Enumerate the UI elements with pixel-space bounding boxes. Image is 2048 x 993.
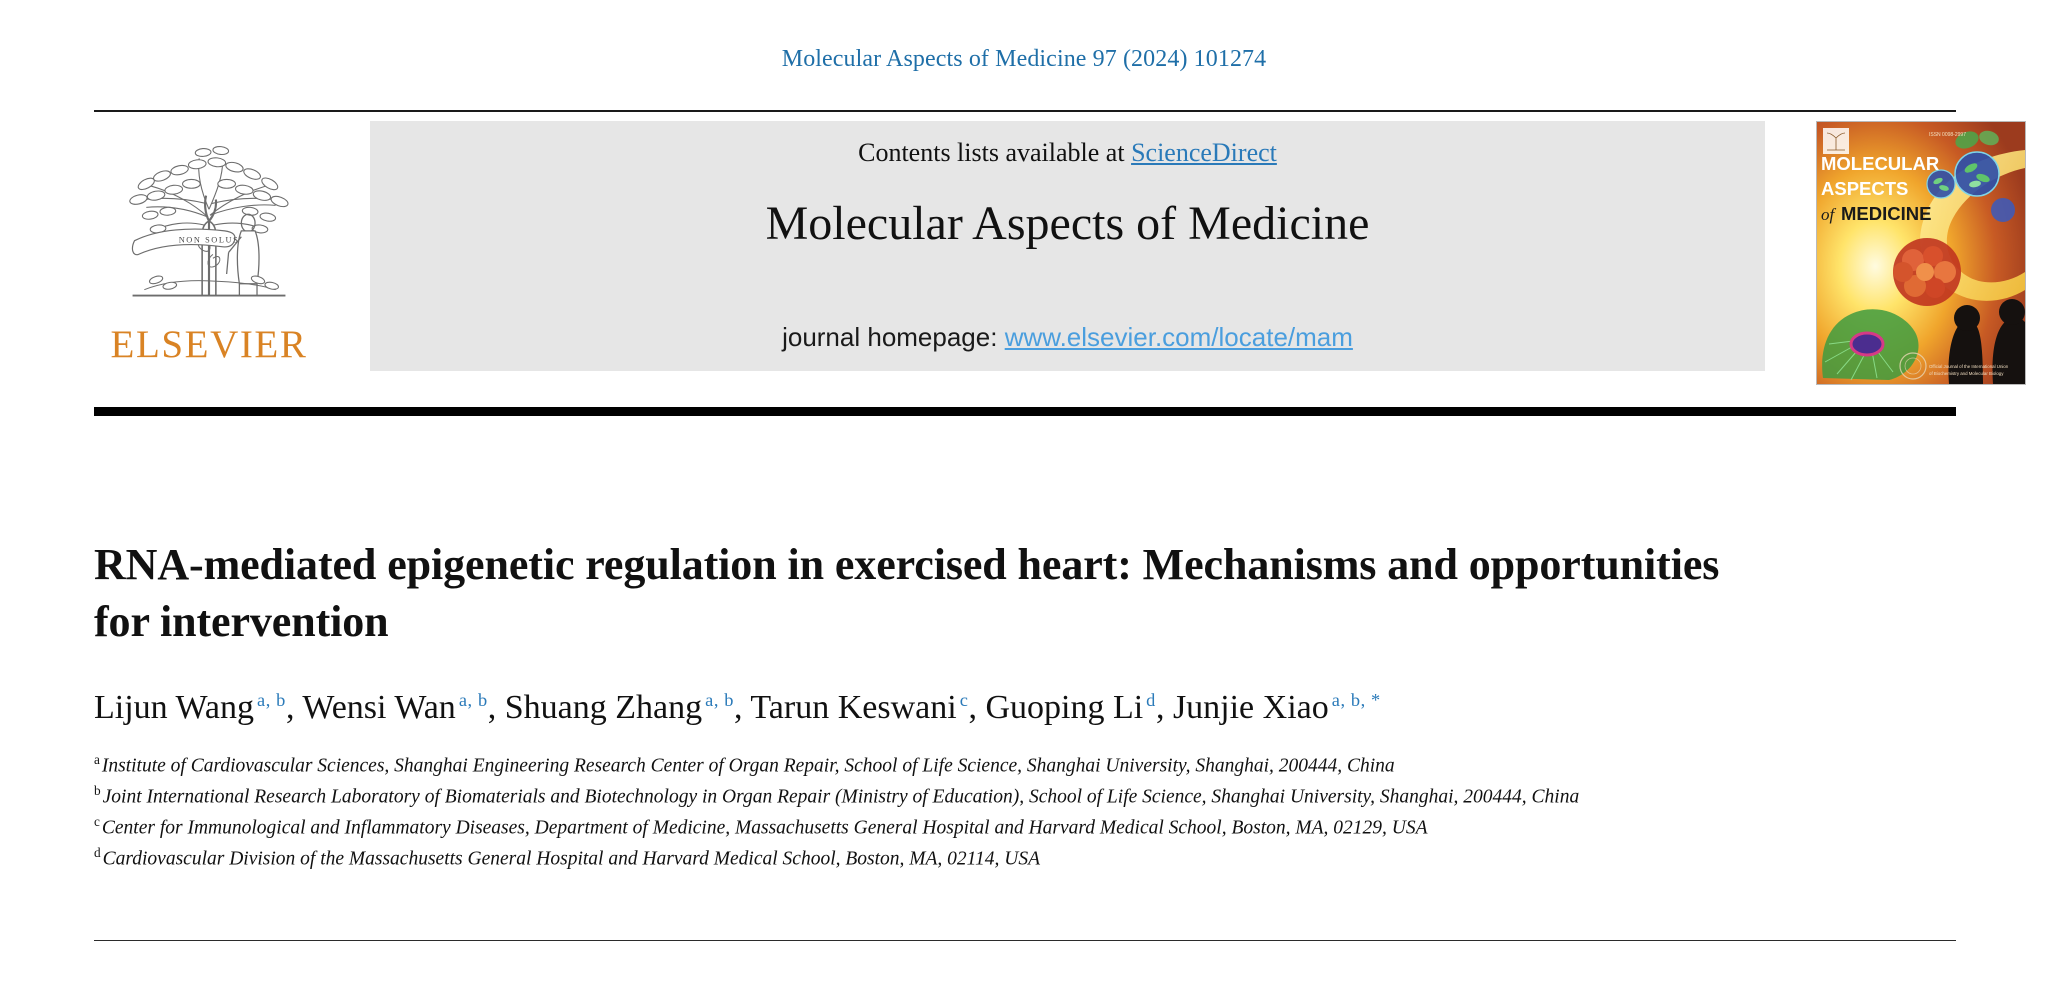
affiliation-item: c Center for Immunological and Inflammato… — [94, 812, 1744, 843]
author-separator: , — [1155, 689, 1173, 727]
article-header: RNA-mediated epigenetic regulation in ex… — [94, 508, 1956, 873]
cover-title-line2: ASPECTS — [1821, 178, 1908, 199]
elsevier-wordmark: ELSEVIER — [110, 323, 308, 366]
affiliation-text: Center for Immunological and Inflammator… — [101, 817, 1428, 839]
author-separator: , — [968, 689, 986, 727]
author-name: Wensi Wan — [302, 689, 456, 727]
author-affiliation-marker[interactable]: a, b — [257, 689, 286, 710]
affiliation-text: Institute of Cardiovascular Sciences, Sh… — [101, 755, 1395, 777]
cover-title-of: of — [1821, 205, 1837, 224]
author-affiliation-marker[interactable]: a, b, * — [1331, 689, 1381, 710]
cover-title-line1: MOLECULAR — [1821, 153, 1939, 174]
cover-footer-line1: Official Journal of the International Un… — [1929, 364, 2009, 369]
journal-homepage-line: journal homepage: www.elsevier.com/locat… — [370, 322, 1765, 353]
journal-banner: Contents lists available at ScienceDirec… — [370, 121, 1765, 371]
author-affiliation-marker[interactable]: a, b — [705, 689, 735, 710]
affiliation-text: Joint International Research Laboratory … — [102, 786, 1580, 808]
author-separator: , — [487, 689, 505, 727]
journal-cover-thumbnail: MOLECULAR ASPECTS of MEDICINE ISSN 0098-… — [1816, 121, 2026, 385]
affiliation-marker: c — [94, 813, 100, 829]
elsevier-tree-icon: NON SOLUS — [129, 145, 289, 297]
cover-title-line3: MEDICINE — [1841, 203, 1931, 224]
author-list: Lijun Wang a, b, Wensi Wan a, b, Shuang Zh… — [94, 686, 1956, 730]
masthead-top-rule — [94, 110, 1956, 112]
elsevier-logo: NON SOLUS ELSEVIER — [94, 121, 324, 383]
affiliation-list: a Institute of Cardiovascular Sciences, S… — [94, 750, 1744, 873]
author-name: Tarun Keswani — [750, 689, 957, 727]
running-head: Molecular Aspects of Medicine 97 (2024) … — [781, 46, 1267, 72]
sciencedirect-link[interactable]: ScienceDirect — [1131, 138, 1277, 167]
affiliation-marker: b — [94, 783, 101, 799]
affiliation-marker: a — [94, 752, 100, 768]
author-name: Guoping Li — [985, 689, 1144, 727]
journal-masthead: NON SOLUS ELSEVIER Contents lists availa… — [94, 110, 2026, 416]
author-affiliation-marker[interactable]: c — [959, 689, 969, 710]
affiliation-item: a Institute of Cardiovascular Sciences, S… — [94, 750, 1744, 781]
author-separator: , — [285, 689, 303, 727]
author-affiliation-marker[interactable]: a, b — [458, 689, 488, 710]
contents-lists-prefix: Contents lists available at — [858, 138, 1132, 167]
affiliation-text: Cardiovascular Division of the Massachus… — [102, 848, 1040, 870]
author-separator: , — [734, 689, 751, 727]
affiliation-item: b Joint International Research Laboratory… — [94, 781, 1744, 812]
affiliation-item: d Cardiovascular Division of the Massachu… — [94, 843, 1744, 874]
masthead-bold-rule — [94, 407, 1956, 416]
article-title: RNA-mediated epigenetic regulation in ex… — [94, 540, 1720, 646]
journal-cover-artwork: MOLECULAR ASPECTS of MEDICINE ISSN 0098-… — [1817, 122, 2025, 384]
journal-title: Molecular Aspects of Medicine — [765, 197, 1370, 251]
elsevier-motto: NON SOLUS — [179, 236, 240, 245]
journal-homepage-link[interactable]: www.elsevier.com/locate/mam — [1004, 322, 1353, 352]
author-name: Shuang Zhang — [504, 689, 703, 727]
author-name: Lijun Wang — [94, 689, 255, 727]
cover-issn: ISSN 0098-2997 — [1929, 132, 1966, 138]
cover-footer-line2: of Biochemistry and Molecular Biology — [1929, 371, 2004, 376]
contents-lists-line: Contents lists available at ScienceDirec… — [370, 137, 1765, 168]
author-affiliation-marker[interactable]: d — [1146, 689, 1156, 710]
article-bottom-rule — [94, 940, 1956, 941]
affiliation-marker: d — [94, 844, 101, 860]
author-name: Junjie Xiao — [1172, 689, 1329, 727]
journal-homepage-label: journal homepage: — [782, 322, 1005, 352]
